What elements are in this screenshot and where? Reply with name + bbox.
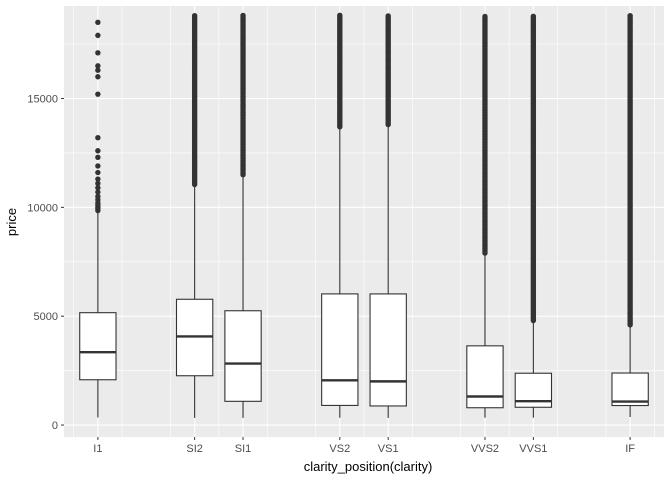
outlier-point: [95, 67, 101, 73]
box-body: [79, 312, 117, 381]
outlier-point: [95, 154, 101, 160]
outlier-point: [95, 185, 101, 191]
x-tick-label: IF: [625, 443, 635, 455]
box-vvs2: [466, 13, 504, 418]
x-tick-label: VVS2: [471, 443, 499, 455]
box-i1: [79, 19, 117, 418]
box-vvs1: [514, 13, 553, 418]
x-axis-title: clarity_position(clarity): [304, 459, 433, 474]
outlier-point: [95, 19, 101, 26]
outlier-point: [627, 322, 633, 328]
outlier-point: [337, 124, 343, 130]
outlier-point: [482, 250, 488, 256]
outlier-point: [240, 171, 246, 178]
x-tick-label: VVS1: [519, 443, 547, 455]
x-tick-label: SI1: [235, 443, 252, 455]
outlier-point: [95, 189, 101, 195]
box-si2: [175, 13, 214, 418]
outlier-point: [530, 317, 537, 324]
y-tick-label: 0: [52, 420, 58, 432]
box-vs1: [369, 13, 407, 418]
outlier-point: [95, 176, 101, 182]
box-body: [611, 372, 649, 407]
box-body: [224, 310, 262, 402]
x-tick-label: I1: [93, 443, 102, 455]
y-axis-title: price: [4, 208, 19, 236]
outlier-point: [95, 193, 101, 200]
y-tick-label: 5000: [34, 311, 58, 323]
box-si1: [224, 12, 262, 418]
outlier-point: [95, 148, 101, 154]
box-body: [369, 293, 407, 407]
x-tick-label: VS2: [329, 443, 350, 455]
y-tick-label: 15000: [27, 94, 58, 106]
outlier-point: [385, 121, 391, 128]
x-tick-label: VS1: [378, 443, 399, 455]
box-marks: [79, 12, 649, 418]
outlier-point: [95, 50, 101, 56]
outlier-point: [95, 169, 101, 176]
x-tick-label: SI2: [186, 443, 203, 455]
outlier-point: [95, 91, 101, 97]
minor-gridlines: [64, 6, 664, 437]
box-body: [466, 345, 504, 409]
outlier-point: [95, 74, 101, 80]
box-if: [611, 12, 649, 417]
y-tick-label: 10000: [27, 202, 58, 214]
outlier-point: [191, 181, 198, 188]
x-axis: I1 SI2 SI1 VS2 VS1 VVS2 VVS1 IF: [93, 437, 635, 455]
y-axis: 0 5000 10000 15000: [27, 94, 64, 432]
box-vs2: [321, 12, 359, 418]
outlier-point: [95, 63, 101, 69]
outlier-point: [95, 180, 101, 187]
outlier-point: [95, 134, 101, 141]
outlier-point: [95, 32, 101, 39]
box-body: [321, 293, 359, 406]
outlier-point: [95, 163, 101, 169]
